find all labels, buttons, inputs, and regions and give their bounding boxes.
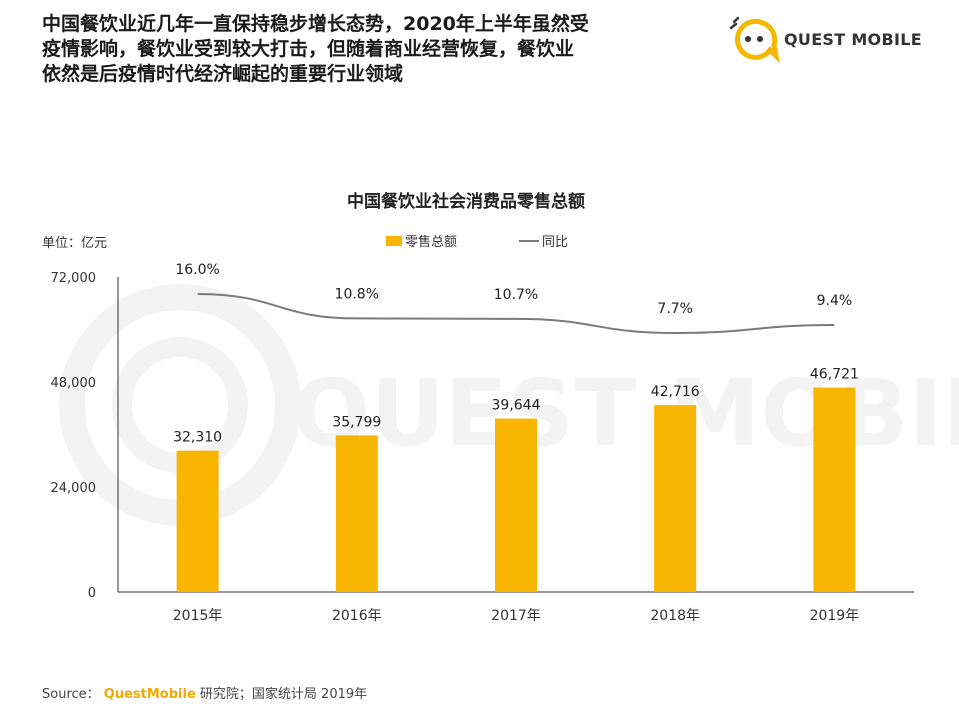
line-value-label: 10.7%: [494, 287, 538, 303]
x-tick-label: 2019年: [810, 608, 860, 624]
bar-value-label: 42,716: [651, 384, 700, 400]
legend-label-line: 同比: [542, 235, 568, 250]
x-tick-label: 2015年: [173, 608, 223, 624]
headline: 中国餐饮业近几年一直保持稳步增长态势，2020年上半年虽然受 疫情影响，餐饮业受…: [42, 12, 722, 87]
bar: [654, 405, 697, 592]
x-ticks: 2015年 2016年 2017年 2018年 2019年: [173, 608, 859, 624]
source-brand: QuestMobile: [103, 687, 196, 702]
line-labels: 16.0% 10.8% 10.7% 7.7% 9.4%: [175, 262, 852, 317]
chart-title: 中国餐饮业社会消费品零售总额: [347, 191, 585, 212]
bar: [813, 387, 856, 592]
bars: [176, 387, 856, 592]
bar: [495, 418, 537, 592]
line-value-label: 7.7%: [657, 301, 693, 317]
headline-line: 疫情影响，餐饮业受到较大打击，但随着商业经营恢复，餐饮业: [42, 38, 575, 60]
legend-label-bar: 零售总额: [405, 234, 457, 250]
x-tick-label: 2016年: [332, 608, 382, 624]
x-tick-label: 2017年: [491, 608, 541, 624]
quest-mobile-logo-icon: [729, 16, 780, 64]
y-tick-label: 48,000: [51, 376, 97, 391]
y-ticks: 0 24,000 48,000 72,000: [51, 271, 97, 601]
legend-swatch-bar: [386, 236, 402, 246]
source-note: Source： QuestMobile 研究院；国家统计局 2019年: [42, 683, 367, 702]
headline-line: 依然是后疫情时代经济崛起的重要行业领域: [42, 63, 404, 85]
bar-value-label: 32,310: [173, 430, 222, 446]
bar-value-label: 46,721: [810, 367, 859, 383]
bar-value-label: 39,644: [492, 398, 541, 414]
unit-label: 单位：亿元: [42, 236, 107, 251]
x-tick-label: 2018年: [650, 608, 700, 624]
bar-labels: 32,310 35,799 39,644 42,716 46,721: [173, 367, 859, 446]
quest-mobile-logo: QUEST MOBILE: [728, 14, 928, 64]
line-value-label: 16.0%: [175, 262, 219, 278]
bar: [176, 450, 219, 592]
y-tick-label: 24,000: [51, 481, 97, 496]
source-rest: 研究院；国家统计局 2019年: [199, 687, 368, 702]
logo-text: QUEST MOBILE: [784, 30, 922, 49]
y-tick-label: 72,000: [51, 271, 97, 286]
headline-line: 中国餐饮业近几年一直保持稳步增长态势，2020年上半年虽然受: [42, 13, 589, 35]
line-value-label: 10.8%: [335, 286, 379, 302]
bar: [335, 435, 378, 592]
legend: 零售总额 同比: [386, 234, 568, 250]
series-line-yoy: [197, 293, 835, 335]
bar-value-label: 35,799: [332, 414, 381, 430]
line-value-label: 9.4%: [817, 293, 853, 309]
y-tick-label: 0: [88, 586, 96, 601]
source-prefix: Source：: [42, 687, 100, 702]
